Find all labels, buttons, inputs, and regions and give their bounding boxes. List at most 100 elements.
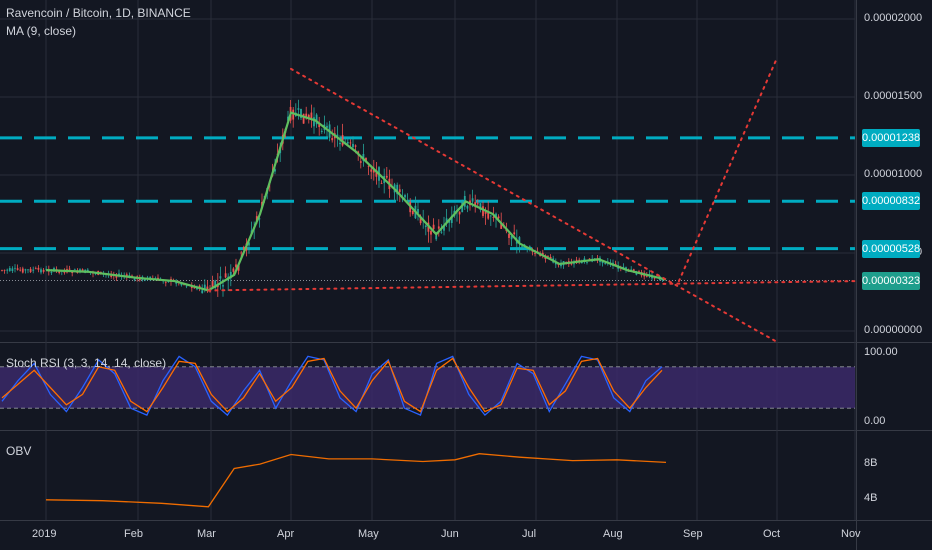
stoch-y-tick: 0.00 [864, 415, 886, 427]
candle-body [37, 267, 40, 270]
candle-body [34, 268, 37, 270]
candle-body [625, 267, 627, 270]
candle-body [495, 213, 497, 218]
y-tick-label: 0.00002000 [864, 12, 923, 24]
candle-body [81, 269, 84, 271]
stoch-legend: Stoch RSI (3, 3, 14, 14, close) [6, 356, 166, 370]
candle-body [310, 112, 313, 121]
candle-body [50, 272, 53, 273]
trend-line [677, 57, 778, 283]
candle-body [638, 271, 640, 272]
stoch-y-tick: 100.00 [864, 346, 898, 358]
x-tick-label: Aug [603, 528, 623, 540]
main-legend: Ravencoin / Bitcoin, 1D, BINANCE [6, 6, 191, 20]
candle-body [68, 268, 71, 270]
candle-body [8, 268, 11, 271]
candle-body [471, 198, 474, 202]
x-tick-label: Nov [841, 528, 861, 540]
symbol-title: Ravencoin / Bitcoin, 1D, BINANCE [6, 6, 191, 20]
stoch-band [0, 366, 855, 409]
candle-body [27, 269, 29, 271]
candle-body [248, 242, 250, 246]
candle-body [437, 226, 440, 229]
candle-body [1, 270, 3, 271]
y-tick-label: 0.00001000 [864, 168, 923, 180]
stoch-k-line [1, 355, 663, 417]
x-tick-label: Oct [763, 528, 781, 540]
candle-body [583, 258, 586, 261]
candle-body [32, 269, 35, 271]
candle-body [214, 280, 217, 289]
candle-body [474, 202, 477, 207]
candle-body [320, 130, 323, 132]
candle-body [487, 211, 490, 219]
candle-body [125, 274, 128, 276]
candle-body [653, 277, 656, 279]
candle-body [115, 275, 118, 278]
candle-body [404, 195, 406, 198]
candle-body [396, 184, 399, 195]
candle-body [448, 220, 451, 223]
trend-line [207, 280, 856, 292]
candle-body [417, 209, 419, 214]
candle-body [242, 246, 245, 250]
stoch-label: Stoch RSI (3, 3, 14, 14, close) [6, 356, 167, 370]
candle-body [370, 169, 373, 172]
obv-label: OBV [6, 444, 32, 458]
candle-body [365, 157, 367, 162]
candle-body [359, 161, 362, 163]
candle-body [443, 225, 445, 231]
candle-body [73, 268, 76, 270]
candle-body [318, 123, 321, 128]
ma-label: MA (9, close) [6, 24, 77, 38]
x-tick-label: May [358, 528, 379, 540]
candle-body [302, 113, 305, 124]
candle-body [219, 276, 222, 279]
x-tick-label: Feb [124, 528, 143, 540]
candle-body [372, 170, 375, 173]
candle-body [521, 246, 523, 248]
candle-body [326, 125, 328, 128]
candle-body [229, 271, 232, 279]
candle-body [144, 278, 146, 281]
candle-body [466, 205, 469, 209]
candle-body [492, 217, 495, 218]
candle-body [362, 154, 365, 161]
obv-y-tick: 4B [864, 491, 878, 504]
obv-legend: OBV [6, 444, 31, 458]
price-level-tag: 0.00000528 [862, 239, 920, 258]
candle-body [458, 211, 461, 215]
candle-body [180, 283, 183, 286]
obv-line [45, 453, 667, 508]
candle-body [40, 269, 42, 273]
candle-body [21, 268, 24, 273]
stoch-d-line [1, 357, 663, 413]
candle-body [547, 255, 549, 257]
candle-body [380, 183, 383, 185]
y-tick-label: 0.00000000 [864, 324, 923, 336]
candle-body [237, 264, 240, 271]
candle-body [614, 263, 617, 266]
candle-body [630, 269, 633, 271]
price-level-tag: 0.00001238 [862, 128, 920, 147]
x-tick-label: Apr [277, 528, 295, 540]
candle-body [445, 218, 448, 224]
price-level-tag: 0.00000832 [862, 192, 920, 211]
candle-body [508, 233, 510, 238]
candle-body [71, 271, 74, 273]
candle-body [528, 246, 531, 248]
candle-body [450, 215, 453, 223]
candle-body [497, 216, 500, 219]
candle-body [315, 114, 318, 125]
candle-body [19, 269, 22, 271]
candle-body [331, 138, 334, 141]
candle-body [411, 210, 414, 215]
candle-body [79, 269, 81, 272]
candle-body [534, 253, 536, 254]
candle-body [406, 199, 409, 202]
candle-body [500, 223, 503, 229]
price-level-tag: 0.00000323 [862, 271, 920, 290]
x-tick-label: 2019 [32, 528, 57, 540]
candle-body [164, 282, 167, 284]
